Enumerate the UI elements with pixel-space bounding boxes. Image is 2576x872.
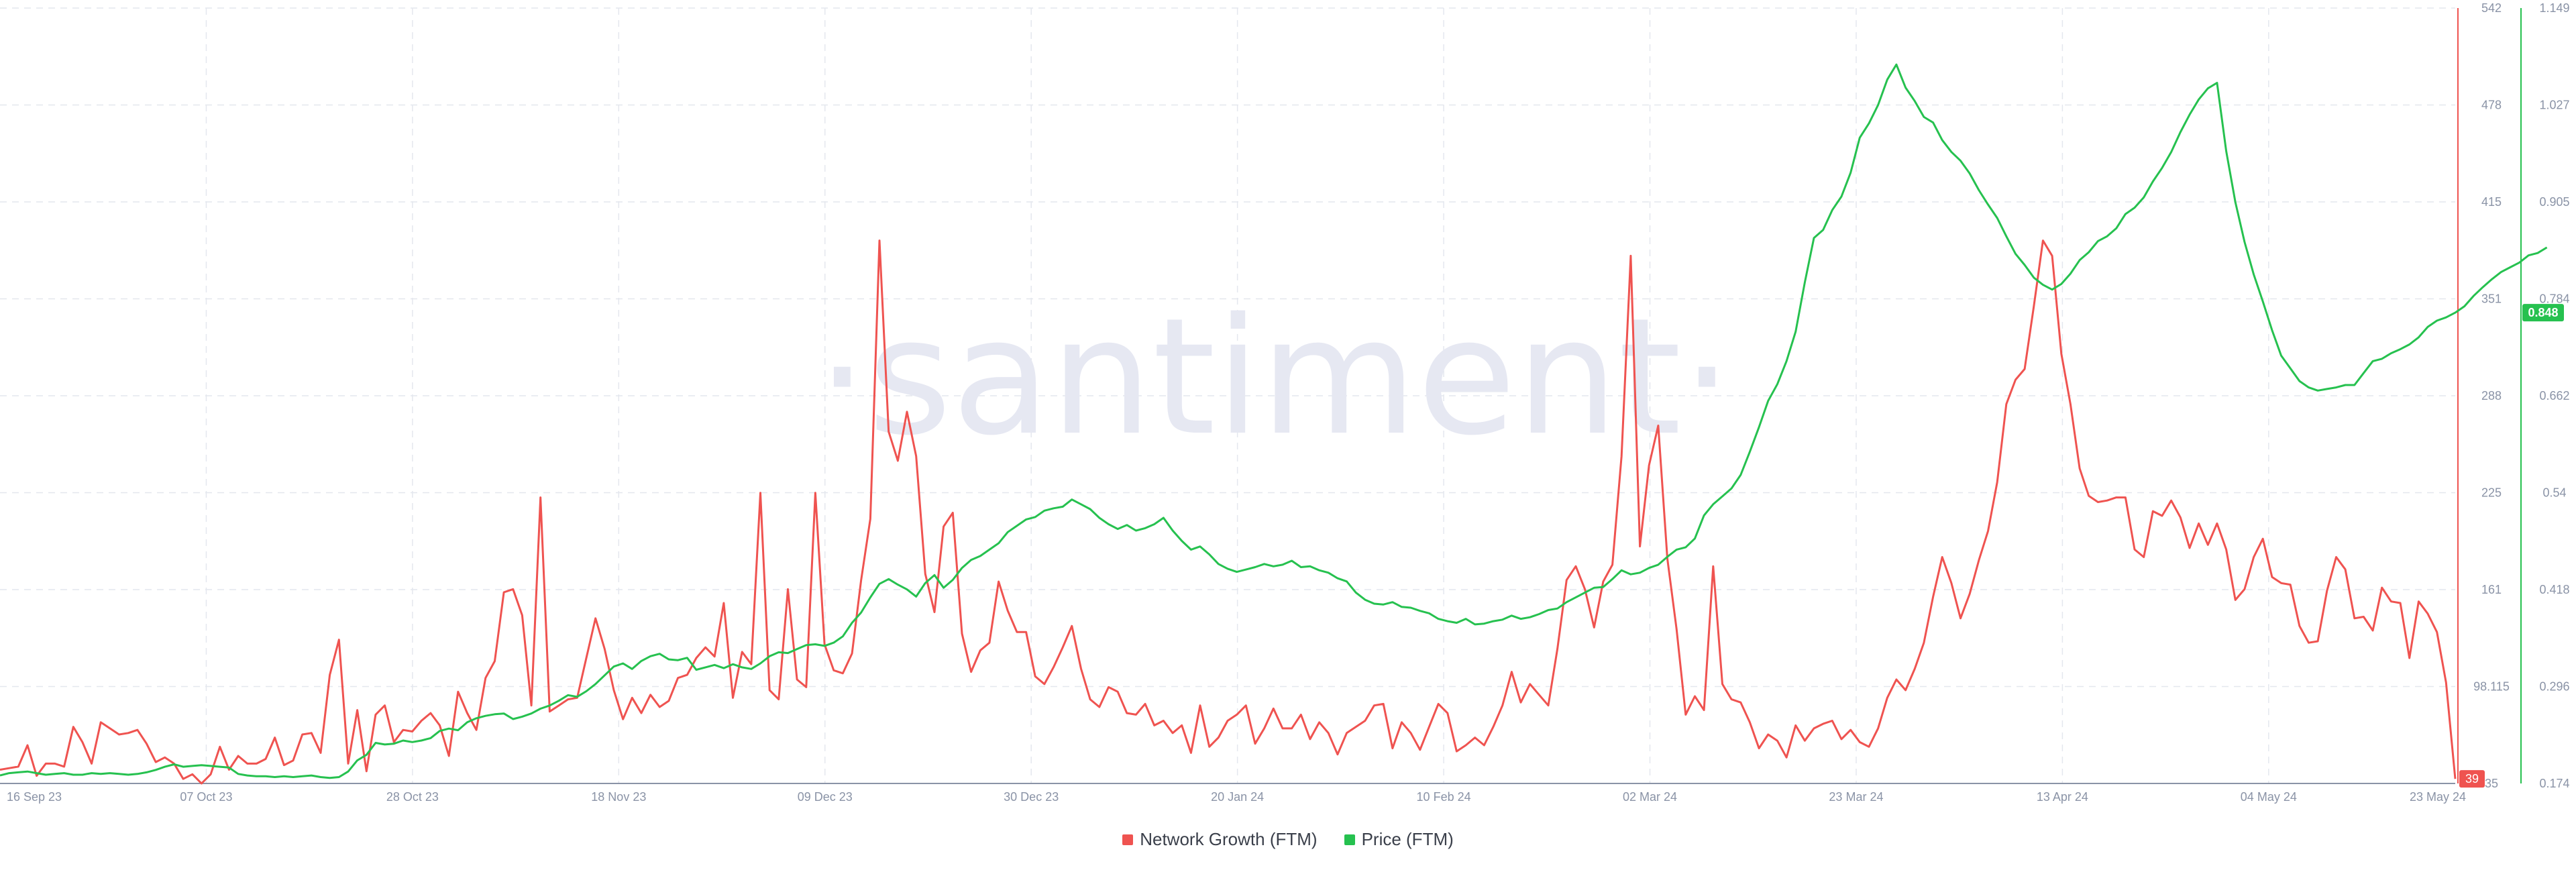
y-right-tick-label: 1.149	[2539, 1, 2569, 15]
tick-labels: 35 0.174 98.115 0.296 161 0.418 225 0.54 288 0.66…	[7, 1, 2570, 804]
y-left-tick-label: 225	[2481, 486, 2502, 500]
current-price-value: 0.848	[2528, 306, 2558, 319]
y-left-tick-label: 351	[2481, 292, 2502, 306]
current-price-badge	[2522, 304, 2564, 322]
x-tick-label: 16 Sep 23	[7, 790, 62, 804]
x-tick-label: 02 Mar 24	[1623, 790, 1677, 804]
y-left-tick-label: 161	[2481, 583, 2502, 596]
y-left-tick-label: 98.115	[2473, 680, 2510, 694]
y-right-tick-label: 0.296	[2539, 680, 2569, 694]
x-tick-label: 04 May 24	[2241, 790, 2297, 804]
y-left-tick-label: 288	[2481, 389, 2502, 402]
x-tick-label: 20 Jan 24	[1211, 790, 1264, 804]
y-left-tick-label: 542	[2481, 1, 2502, 15]
x-tick-label: 13 Apr 24	[2037, 790, 2088, 804]
legend: Network Growth (FTM) Price (FTM)	[0, 829, 2576, 850]
y-right-tick-label: 0.662	[2539, 389, 2569, 402]
current-network-growth-badge	[2459, 770, 2485, 788]
legend-swatch-price	[1344, 834, 1355, 845]
chart-canvas: ·santiment· 35 0.174 98.115 0.296 161 0.418 22…	[0, 1, 2570, 804]
x-tick-label: 07 Oct 23	[180, 790, 232, 804]
current-value-markers: 39 0.848	[2459, 304, 2564, 788]
y-right-tick-label: 0.784	[2539, 292, 2569, 306]
legend-label-network-growth: Network Growth (FTM)	[1140, 829, 1318, 849]
x-tick-label: 23 May 24	[2410, 790, 2466, 804]
y-left-tick-label: 415	[2481, 195, 2502, 209]
grid	[0, 7, 2455, 783]
x-tick-label: 10 Feb 24	[1417, 790, 1471, 804]
x-tick-label: 23 Mar 24	[1829, 790, 1883, 804]
x-tick-label: 30 Dec 23	[1004, 790, 1059, 804]
y-left-tick-label: 478	[2481, 99, 2502, 112]
legend-item-network-growth[interactable]: Network Growth (FTM)	[1122, 829, 1318, 850]
legend-label-price: Price (FTM)	[1361, 829, 1454, 849]
y-right-tick-label: 1.027	[2539, 99, 2569, 112]
y-left-tick-label: 35	[2485, 777, 2498, 790]
legend-item-price[interactable]: Price (FTM)	[1344, 829, 1454, 850]
legend-swatch-network-growth	[1122, 834, 1134, 845]
watermark: ·santiment·	[816, 283, 1732, 471]
series-line-network-growth	[0, 239, 2457, 785]
x-tick-label: 09 Dec 23	[798, 790, 853, 804]
y-right-tick-label: 0.54	[2542, 486, 2566, 500]
x-tick-label: 18 Nov 23	[591, 790, 646, 804]
y-right-tick-label: 0.174	[2539, 777, 2569, 790]
y-right-tick-label: 0.905	[2539, 195, 2569, 209]
series-layer	[0, 63, 2548, 785]
series-line-price	[0, 63, 2548, 779]
x-tick-label: 28 Oct 23	[386, 790, 439, 804]
axes	[0, 8, 2522, 784]
y-right-tick-label: 0.418	[2539, 583, 2569, 596]
current-network-growth-value: 39	[2465, 772, 2479, 785]
